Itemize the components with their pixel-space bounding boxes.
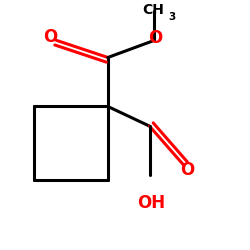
Text: O: O (180, 161, 194, 179)
Text: O: O (43, 28, 58, 46)
Text: CH: CH (142, 3, 164, 17)
Text: OH: OH (137, 194, 165, 212)
Text: 3: 3 (168, 12, 175, 22)
Text: O: O (148, 29, 163, 47)
